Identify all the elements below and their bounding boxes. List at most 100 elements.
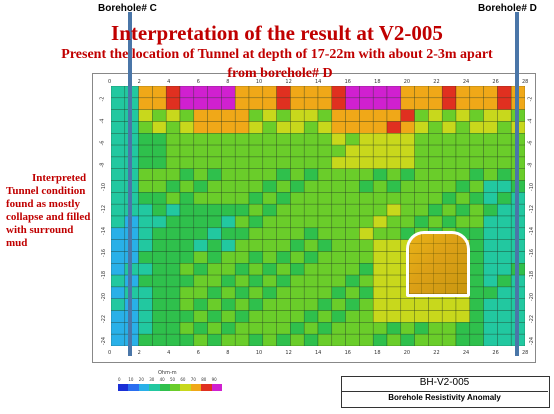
grid-cell — [345, 274, 360, 288]
grid-cell — [386, 215, 402, 229]
grid-cell — [179, 227, 195, 240]
tunnel-anomaly-outline — [406, 231, 470, 297]
grid-cell — [276, 97, 291, 110]
grid-cell — [234, 298, 250, 311]
grid-cell — [455, 203, 471, 217]
grid-cell — [497, 274, 512, 288]
grid-cell — [414, 86, 429, 99]
grid-cell — [441, 97, 457, 110]
grid-cell — [414, 168, 429, 181]
grid-cell — [276, 86, 291, 99]
grid-cell — [372, 274, 388, 288]
grid-cell — [262, 333, 277, 346]
grid-cell — [262, 322, 277, 335]
grid-cell — [497, 263, 512, 276]
grid-cell — [276, 251, 291, 264]
grid-cell — [152, 227, 167, 240]
grid-cell — [290, 133, 305, 146]
resistivity-grid — [111, 86, 525, 346]
grid-cell — [428, 310, 443, 323]
grid-cell — [276, 227, 291, 240]
grid-cell — [221, 203, 236, 217]
colorbar-swatch — [169, 384, 181, 391]
grid-cell — [400, 310, 415, 323]
grid-cell — [359, 263, 374, 276]
grid-cell — [469, 263, 484, 276]
colorbar-unit: Ohm-m — [158, 370, 177, 376]
grid-cell — [193, 168, 208, 181]
note-line: mud — [6, 237, 28, 249]
x-tick-label: 18 — [374, 79, 381, 85]
y-tick-label: -16 — [529, 248, 536, 258]
grid-cell — [386, 239, 402, 252]
grid-cell — [455, 168, 471, 181]
grid-cell — [193, 251, 208, 264]
grid-cell — [359, 144, 374, 158]
info-box-divider — [341, 391, 548, 392]
grid-cell — [193, 121, 208, 134]
grid-cell — [193, 298, 208, 311]
x-tick-label: 4 — [167, 350, 171, 356]
grid-cell — [414, 180, 429, 193]
grid-cell — [400, 192, 415, 205]
grid-cell — [303, 203, 319, 217]
grid-cell — [303, 133, 319, 146]
grid-cell — [276, 274, 291, 288]
grid-cell — [345, 192, 360, 205]
grid-cell — [276, 239, 291, 252]
grid-cell — [221, 274, 236, 288]
grid-cell — [276, 322, 291, 335]
grid-cell — [138, 263, 153, 276]
grid-cell — [455, 310, 471, 323]
grid-cell — [276, 310, 291, 323]
grid-cell — [414, 310, 429, 323]
grid-cell — [414, 192, 429, 205]
y-tick-label: -12 — [529, 204, 536, 214]
grid-cell — [111, 322, 126, 335]
y-tick-label: -20 — [101, 292, 108, 302]
grid-cell — [303, 298, 319, 311]
grid-cell — [414, 322, 429, 335]
colorbar-swatch — [201, 384, 212, 391]
grid-cell — [455, 192, 471, 205]
grid-cell — [262, 156, 277, 169]
grid-cell — [207, 215, 222, 229]
grid-cell — [372, 144, 388, 158]
grid-cell — [165, 251, 181, 264]
grid-cell — [497, 322, 512, 335]
grid-cell — [455, 322, 471, 335]
grid-cell — [441, 192, 457, 205]
grid-cell — [207, 322, 222, 335]
grid-cell — [386, 97, 402, 110]
grid-cell — [414, 215, 429, 229]
grid-cell — [317, 274, 333, 288]
grid-cell — [414, 333, 429, 346]
grid-cell — [290, 227, 305, 240]
grid-cell — [207, 263, 222, 276]
grid-cell — [276, 121, 291, 134]
grid-cell — [345, 333, 360, 346]
grid-cell — [372, 215, 388, 229]
grid-cell — [248, 86, 264, 99]
borehole-c-label: Borehole# C — [98, 3, 157, 14]
grid-cell — [138, 239, 153, 252]
grid-cell — [345, 133, 360, 146]
grid-cell — [414, 203, 429, 217]
grid-cell — [248, 333, 264, 346]
y-tick-label: -24 — [529, 336, 536, 346]
grid-cell — [138, 333, 153, 346]
grid-cell — [428, 144, 443, 158]
grid-cell — [497, 109, 512, 122]
grid-cell — [483, 109, 498, 122]
y-tick-label: -24 — [101, 336, 108, 346]
grid-cell — [262, 310, 277, 323]
x-tick-label: 14 — [315, 350, 322, 356]
grid-cell — [165, 286, 181, 299]
grid-cell — [483, 121, 498, 134]
x-tick-label: 28 — [522, 79, 529, 85]
grid-cell — [165, 97, 181, 110]
grid-cell — [111, 251, 126, 264]
grid-cell — [276, 215, 291, 229]
grid-cell — [152, 322, 167, 335]
grid-cell — [290, 156, 305, 169]
